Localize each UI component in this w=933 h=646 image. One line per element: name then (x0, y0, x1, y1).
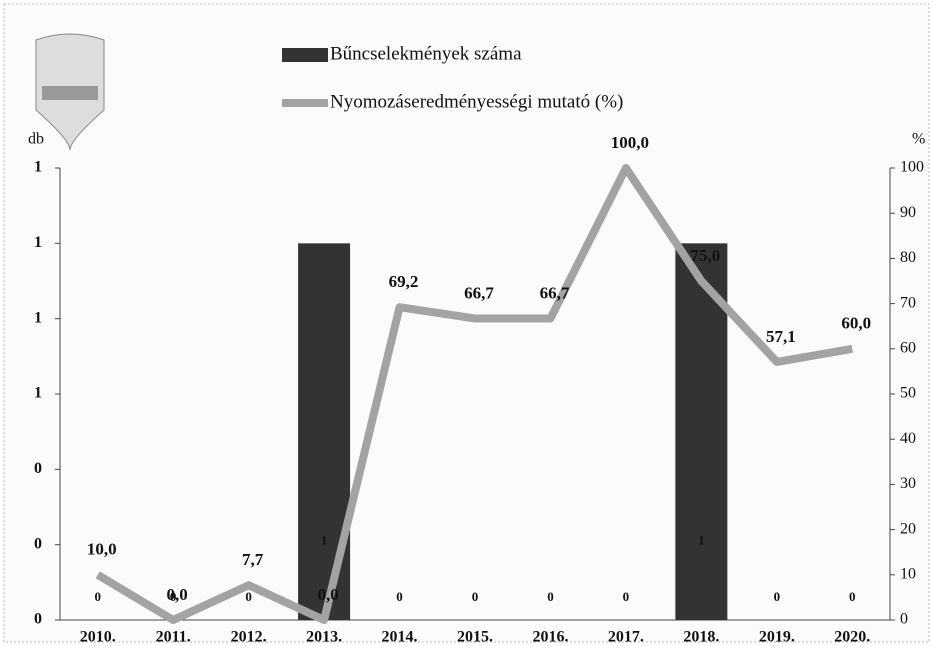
x-tick-label: 2012. (231, 629, 267, 646)
bar-value-label: 0 (472, 589, 479, 604)
frame (3, 3, 930, 643)
legend-label: Bűncselekmények száma (330, 43, 522, 64)
bar-value-label: 0 (245, 589, 252, 604)
bar-value-label: 0 (170, 589, 177, 604)
y-tick-label: 0 (34, 611, 42, 628)
y2-tick-label: 20 (900, 520, 916, 537)
legend-swatch (282, 48, 328, 62)
bar-value-label: 1 (321, 533, 328, 548)
bar (298, 243, 351, 621)
y-tick-label: 0 (34, 535, 42, 552)
y2-tick-label: 40 (900, 430, 916, 447)
y2-axis-label: % (912, 131, 925, 148)
line-value-label: 100,0 (611, 133, 649, 152)
y2-tick-label: 100 (900, 159, 924, 176)
line-value-label: 69,2 (389, 272, 419, 291)
line-value-label: 10,0 (87, 540, 117, 559)
y-axis-label: db (28, 131, 44, 148)
x-tick-label: 2020. (834, 629, 870, 646)
x-tick-label: 2015. (457, 629, 493, 646)
bar (675, 243, 728, 621)
line-value-label: 75,0 (690, 246, 720, 265)
y2-tick-label: 0 (900, 611, 908, 628)
x-tick-label: 2016. (532, 629, 568, 646)
bar-value-label: 0 (849, 589, 856, 604)
y2-tick-label: 80 (900, 249, 916, 266)
y2-tick-label: 70 (900, 294, 916, 311)
bar-value-label: 0 (547, 589, 554, 604)
line-value-label: 66,7 (464, 283, 494, 302)
x-tick-label: 2018. (683, 629, 719, 646)
y-tick-label: 1 (34, 385, 42, 402)
line-value-label: 0,0 (317, 585, 338, 604)
legend-label: Nyomozáseredményességi mutató (%) (330, 91, 623, 112)
y2-tick-label: 30 (900, 475, 916, 492)
bar-value-label: 1 (698, 533, 705, 548)
x-tick-label: 2010. (80, 629, 116, 646)
line-value-label: 57,1 (766, 327, 796, 346)
line-value-label: 0,0 (167, 585, 188, 604)
bar-value-label: 0 (623, 589, 630, 604)
y-tick-label: 1 (34, 309, 42, 326)
y2-tick-label: 90 (900, 204, 916, 221)
bar-value-label: 0 (396, 589, 403, 604)
line (95, 164, 853, 624)
y-tick-label: 1 (34, 159, 42, 176)
logo-band (42, 86, 98, 100)
line-value-label: 66,7 (540, 283, 570, 302)
x-tick-label: 2014. (382, 629, 418, 646)
x-tick-label: 2019. (759, 629, 795, 646)
bar-value-label: 0 (774, 589, 781, 604)
y-tick-label: 1 (34, 234, 42, 251)
bar-value-label: 0 (94, 589, 101, 604)
y2-tick-label: 10 (900, 565, 916, 582)
x-tick-label: 2011. (156, 629, 191, 646)
y-tick-label: 0 (34, 460, 42, 477)
logo (35, 33, 105, 151)
y2-tick-label: 50 (900, 385, 916, 402)
y2-tick-label: 60 (900, 339, 916, 356)
line-value-label: 60,0 (841, 314, 871, 333)
line-value-label: 7,7 (242, 550, 264, 569)
x-tick-label: 2017. (608, 629, 644, 646)
x-tick-label: 2013. (306, 629, 342, 646)
